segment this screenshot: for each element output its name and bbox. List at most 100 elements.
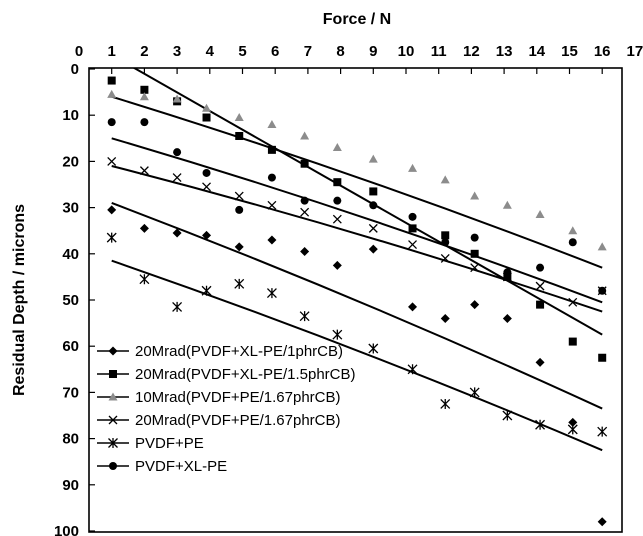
data-point-series-2 (235, 131, 244, 140)
data-point-series-5 (172, 301, 183, 312)
x-tick-label: 7 (304, 43, 312, 60)
trend-lines (111, 68, 603, 452)
data-point-series-5 (469, 387, 480, 398)
data-point-series-6 (369, 201, 378, 210)
legend-label: 20Mrad(PVDF+XL-PE/1.5phrCB) (135, 366, 356, 383)
data-point-series-1 (267, 235, 277, 245)
data-point-series-1 (332, 260, 342, 270)
trend-line-3 (111, 95, 603, 269)
data-point-series-1 (234, 242, 244, 252)
data-point-series-5 (266, 288, 277, 299)
data-point-series-3 (139, 92, 149, 101)
legend-label: 10Mrad(PVDF+PE/1.67phrCB) (135, 389, 341, 406)
data-point-series-5 (234, 278, 245, 289)
data-point-series-3 (234, 113, 244, 122)
legend-label: 20Mrad(PVDF+PE/1.67phrCB) (135, 412, 341, 429)
data-point-series-2 (300, 159, 309, 168)
data-point-series-5 (535, 419, 546, 430)
data-point-series-5 (567, 424, 578, 435)
trend-line-1 (111, 202, 603, 410)
data-point-series-2 (267, 145, 276, 154)
trend-line-2 (132, 68, 603, 336)
data-point-series-3 (568, 226, 578, 235)
data-point-series-2 (107, 76, 116, 85)
data-point-series-5 (332, 329, 343, 340)
data-point-series-4 (172, 173, 182, 183)
y-tick-label: 80 (62, 431, 79, 448)
trend-line-6 (111, 137, 603, 304)
data-point-series-5 (139, 274, 150, 285)
data-point-series-3 (502, 200, 512, 209)
legend-label: PVDF+PE (135, 435, 204, 452)
y-tick-label: 10 (62, 107, 79, 124)
x-tick-label: 0 (75, 43, 83, 60)
x-tick-label: 13 (496, 43, 513, 60)
data-point-series-1 (107, 205, 117, 215)
data-point-series-4 (202, 182, 211, 192)
data-point-series-5 (201, 285, 212, 296)
data-point-series-6 (598, 286, 607, 295)
data-point-series-4 (332, 214, 342, 224)
y-tick-label: 50 (62, 292, 79, 309)
data-point-series-3 (300, 131, 310, 140)
data-point-series-4 (408, 240, 417, 250)
data-point-series-6 (140, 118, 149, 127)
data-point-series-4 (300, 207, 310, 217)
x-tick-label: 9 (369, 43, 377, 60)
x-tick-label: 2 (140, 43, 148, 60)
data-point-series-6 (470, 233, 479, 242)
x-tick-label: 12 (463, 43, 480, 60)
x-tick-label: 5 (238, 43, 246, 60)
data-point-series-1 (202, 230, 212, 240)
data-point-series-4 (368, 223, 378, 233)
y-tick-label: 60 (62, 338, 79, 355)
data-point-series-4 (139, 166, 149, 176)
data-point-series-1 (139, 223, 149, 233)
axes: 0 1 2 3 4 5 6 7 8 9 10 11 12 13 14 15 16 1701020304050607… (54, 43, 643, 536)
data-point-series-1 (440, 313, 450, 323)
data-point-series-1 (408, 302, 418, 312)
data-point-series-2 (333, 178, 342, 187)
data-point-series-5 (106, 232, 117, 243)
x-tick-label: 15 (561, 43, 578, 60)
data-point-series-4 (267, 200, 277, 210)
data-point-series-6 (202, 168, 211, 177)
data-point-series-5 (407, 364, 418, 375)
data-point-series-3 (107, 89, 117, 98)
data-point-series-3 (597, 242, 607, 251)
legend: 20Mrad(PVDF+XL-PE/1phrCB) 20Mrad(PVDF+XL-… (97, 343, 356, 475)
trend-line-5 (111, 259, 603, 452)
data-point-series-2 (441, 231, 450, 240)
data-point-series-6 (235, 205, 244, 214)
data-point-series-2 (568, 337, 577, 346)
data-point-series-6 (503, 268, 512, 277)
x-tick-label: 16 (594, 43, 611, 60)
legend-marker (109, 462, 117, 470)
trend-line-4 (111, 165, 603, 313)
data-point-series-3 (535, 210, 545, 219)
y-tick-label: 0 (71, 61, 79, 78)
data-point-series-1 (368, 244, 378, 254)
data-point-series-6 (408, 212, 417, 221)
data-point-series-6 (267, 173, 276, 182)
data-point-series-1 (470, 300, 480, 310)
data-point-series-6 (568, 238, 577, 247)
data-point-series-5 (440, 398, 451, 409)
x-tick-label: 8 (336, 43, 344, 60)
data-point-series-5 (597, 426, 608, 437)
data-point-series-3 (408, 163, 418, 172)
data-point-series-3 (368, 154, 378, 163)
data-point-series-6 (333, 196, 342, 205)
x-tick-label: 17 (627, 43, 643, 60)
data-point-series-6 (300, 196, 309, 205)
y-tick-label: 40 (62, 246, 79, 263)
data-point-series-1 (172, 228, 182, 238)
data-point-series-4 (470, 263, 480, 273)
data-point-series-2 (598, 353, 607, 362)
x-tick-label: 10 (398, 43, 415, 60)
data-point-series-5 (502, 410, 513, 421)
data-point-series-1 (597, 517, 607, 527)
x-tick-label: 6 (271, 43, 279, 60)
data-point-series-6 (441, 238, 450, 247)
